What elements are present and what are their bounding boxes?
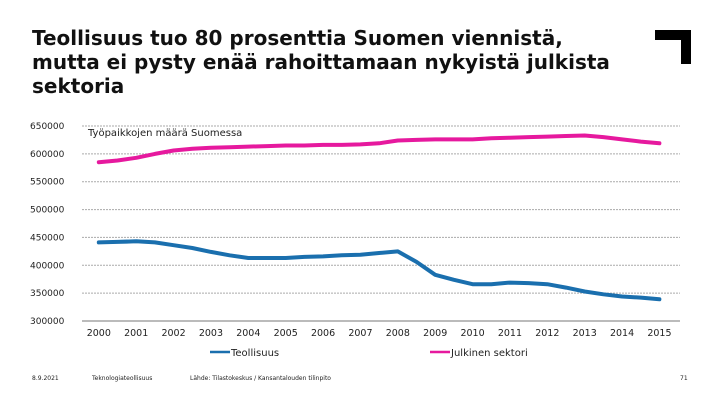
x-tick-label: 2012 xyxy=(535,328,559,339)
x-axis-ticks: 2000 2001 2002 2003 2004 2005 2006 2007 2008 2009… xyxy=(87,328,672,339)
series-lines xyxy=(96,133,662,302)
x-tick-label: 2001 xyxy=(124,328,148,339)
legend-label: Teollisuus xyxy=(230,348,279,359)
series-line-julkinen-sektori xyxy=(96,133,662,165)
footer-date: 8.9.2021 xyxy=(32,375,59,382)
y-tick-label: 350000 xyxy=(30,289,65,299)
grid-lines xyxy=(82,125,680,322)
x-tick-label: 2004 xyxy=(236,328,260,339)
x-tick-label: 2013 xyxy=(573,328,597,339)
x-tick-label: 2008 xyxy=(386,328,410,339)
x-tick-label: 2011 xyxy=(498,328,522,339)
legend: Teollisuus Julkinen sektori xyxy=(210,348,528,359)
chart-title: Työpaikkojen määrä Suomessa xyxy=(87,128,242,139)
y-tick-label: 450000 xyxy=(30,233,65,243)
x-tick-label: 2003 xyxy=(199,328,223,339)
footer-company: Teknologiateollisuus xyxy=(92,375,153,382)
x-tick-label: 2009 xyxy=(423,328,447,339)
x-tick-label: 2007 xyxy=(348,328,372,339)
line-chart: 300000 350000 400000 450000 500000 550000 6000… xyxy=(30,122,680,359)
x-tick-label: 2005 xyxy=(274,328,298,339)
slide-title: Teollisuus tuo 80 prosenttia Suomen vien… xyxy=(32,26,610,98)
x-tick-label: 2006 xyxy=(311,328,335,339)
x-tick-label: 2000 xyxy=(87,328,111,339)
footer-source: Lähde: Tilastokeskus / Kansantalouden ti… xyxy=(190,375,331,382)
y-tick-label: 500000 xyxy=(30,206,65,216)
footer-page-number: 71 xyxy=(680,375,688,382)
x-tick-label: 2002 xyxy=(161,328,185,339)
y-axis-ticks: 300000 350000 400000 450000 500000 550000 6000… xyxy=(30,122,65,327)
x-tick-label: 2014 xyxy=(610,328,634,339)
x-tick-label: 2010 xyxy=(460,328,484,339)
y-tick-label: 400000 xyxy=(30,261,65,271)
series-line-teollisuus xyxy=(96,239,662,302)
y-tick-label: 650000 xyxy=(30,122,65,132)
y-tick-label: 600000 xyxy=(30,150,65,160)
corner-bracket-logo xyxy=(655,30,691,64)
y-tick-label: 300000 xyxy=(30,317,65,327)
legend-label: Julkinen sektori xyxy=(450,348,528,359)
y-tick-label: 550000 xyxy=(30,178,65,188)
x-tick-label: 2015 xyxy=(647,328,671,339)
